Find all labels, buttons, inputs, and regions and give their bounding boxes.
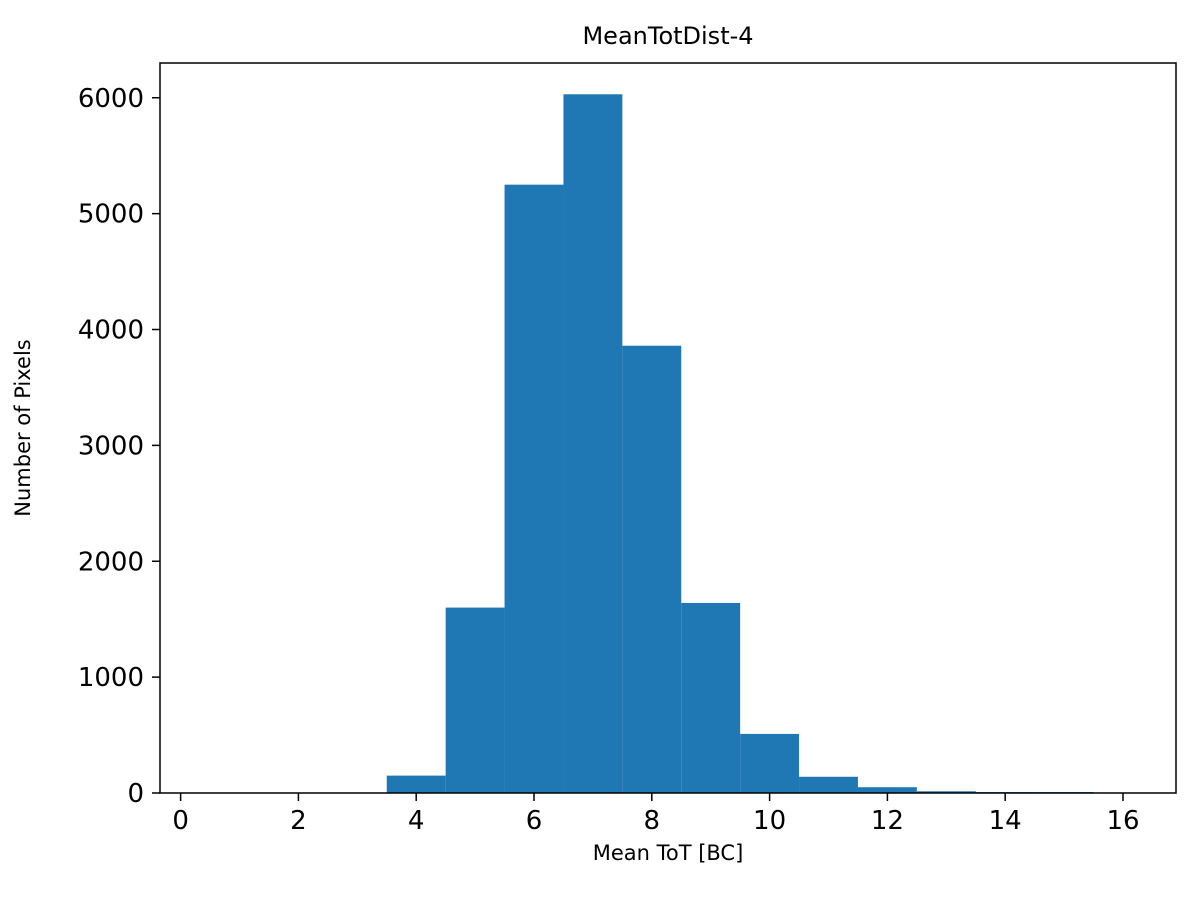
x-tick-label: 8 [644, 806, 661, 836]
y-tick-label: 3000 [78, 431, 144, 461]
x-tick-label: 6 [526, 806, 543, 836]
y-tick-label: 6000 [78, 84, 144, 114]
x-tick-label: 16 [1106, 806, 1139, 836]
x-tick-label: 14 [989, 806, 1022, 836]
x-tick-label: 10 [753, 806, 786, 836]
histogram-bars [386, 94, 1094, 794]
histogram-bar [857, 787, 917, 793]
histogram-bar [563, 94, 623, 794]
x-tick-label: 4 [408, 806, 425, 836]
x-tick-label: 0 [172, 806, 189, 836]
chart-title: MeanTotDist-4 [582, 22, 753, 50]
x-axis-ticks: 0 2 4 6 8 10 12 14 16 [172, 793, 1140, 836]
y-tick-label: 5000 [78, 200, 144, 230]
y-tick-label: 1000 [78, 663, 144, 693]
histogram-bar [386, 775, 446, 793]
y-axis-label: Number of Pixels [11, 339, 35, 516]
histogram-bar [681, 602, 741, 793]
y-tick-label: 0 [127, 779, 144, 809]
y-tick-label: 2000 [78, 547, 144, 577]
x-axis-label: Mean ToT [BC] [593, 841, 744, 865]
x-tick-label: 2 [290, 806, 307, 836]
histogram-bar [445, 607, 505, 793]
histogram-bar [740, 733, 800, 793]
y-axis-ticks: 0 1000 2000 3000 4000 5000 6000 [78, 84, 160, 809]
histogram-bar [916, 791, 976, 793]
histogram-bar [799, 776, 858, 793]
x-tick-label: 12 [871, 806, 904, 836]
axes-frame [159, 62, 1177, 794]
y-tick-label: 4000 [78, 316, 144, 346]
histogram-bar [504, 184, 564, 794]
histogram-bar [622, 345, 682, 793]
